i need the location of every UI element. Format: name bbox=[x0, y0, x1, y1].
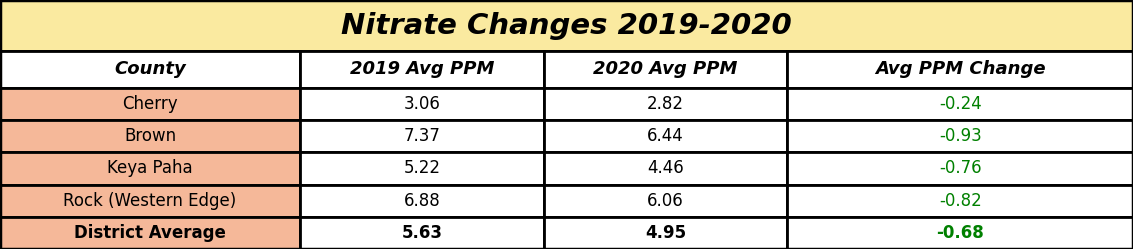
Text: 4.95: 4.95 bbox=[645, 224, 687, 242]
Bar bbox=[544, 51, 787, 88]
Bar bbox=[300, 88, 544, 120]
Bar bbox=[787, 185, 1133, 217]
Text: 5.22: 5.22 bbox=[403, 159, 441, 178]
Bar bbox=[787, 217, 1133, 249]
Bar bbox=[300, 51, 544, 88]
Bar bbox=[544, 185, 787, 217]
Bar bbox=[787, 51, 1133, 88]
Bar bbox=[0, 51, 300, 88]
Text: 3.06: 3.06 bbox=[403, 95, 441, 113]
Text: 4.46: 4.46 bbox=[647, 159, 684, 178]
Text: -0.24: -0.24 bbox=[939, 95, 981, 113]
Text: Nitrate Changes 2019-2020: Nitrate Changes 2019-2020 bbox=[341, 11, 792, 40]
Text: 7.37: 7.37 bbox=[403, 127, 441, 145]
Text: -0.82: -0.82 bbox=[939, 192, 981, 210]
Bar bbox=[0, 185, 300, 217]
Bar bbox=[300, 152, 544, 185]
Bar bbox=[0, 217, 300, 249]
Text: Rock (Western Edge): Rock (Western Edge) bbox=[63, 192, 237, 210]
Bar bbox=[544, 217, 787, 249]
Text: Brown: Brown bbox=[123, 127, 177, 145]
Text: 2020 Avg PPM: 2020 Avg PPM bbox=[594, 61, 738, 78]
Text: Avg PPM Change: Avg PPM Change bbox=[875, 61, 1046, 78]
Bar bbox=[787, 120, 1133, 152]
Bar bbox=[0, 120, 300, 152]
Bar bbox=[0, 88, 300, 120]
Text: County: County bbox=[114, 61, 186, 78]
Text: 2019 Avg PPM: 2019 Avg PPM bbox=[350, 61, 494, 78]
Bar bbox=[787, 152, 1133, 185]
Text: -0.68: -0.68 bbox=[936, 224, 985, 242]
Bar bbox=[0, 152, 300, 185]
Text: 6.44: 6.44 bbox=[647, 127, 684, 145]
Bar bbox=[544, 120, 787, 152]
Bar bbox=[300, 120, 544, 152]
Text: 2.82: 2.82 bbox=[647, 95, 684, 113]
Text: 6.88: 6.88 bbox=[403, 192, 441, 210]
Bar bbox=[300, 185, 544, 217]
Text: District Average: District Average bbox=[74, 224, 227, 242]
Bar bbox=[787, 88, 1133, 120]
Bar bbox=[300, 217, 544, 249]
Text: 5.63: 5.63 bbox=[401, 224, 443, 242]
Text: Cherry: Cherry bbox=[122, 95, 178, 113]
Text: -0.93: -0.93 bbox=[939, 127, 981, 145]
Bar bbox=[0, 0, 1133, 51]
Bar bbox=[544, 152, 787, 185]
Bar bbox=[544, 88, 787, 120]
Text: Keya Paha: Keya Paha bbox=[108, 159, 193, 178]
Text: 6.06: 6.06 bbox=[647, 192, 684, 210]
Text: -0.76: -0.76 bbox=[939, 159, 981, 178]
